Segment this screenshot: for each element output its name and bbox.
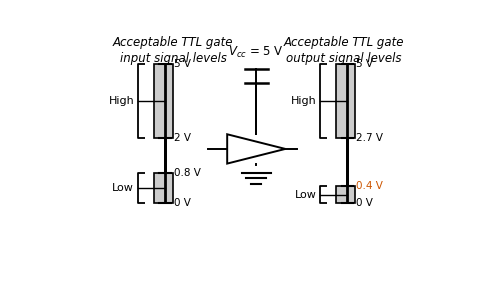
Text: 5 V: 5 V bbox=[356, 59, 373, 69]
Text: High: High bbox=[108, 96, 134, 106]
Text: Acceptable TTL gate
output signal levels: Acceptable TTL gate output signal levels bbox=[284, 36, 404, 65]
Text: $V_{cc}$ = 5 V: $V_{cc}$ = 5 V bbox=[228, 45, 284, 60]
Bar bbox=[154, 64, 173, 138]
Text: 2.7 V: 2.7 V bbox=[356, 133, 383, 143]
Text: 0 V: 0 V bbox=[356, 198, 372, 208]
Text: Low: Low bbox=[112, 183, 134, 193]
Text: 0 V: 0 V bbox=[174, 198, 190, 208]
Text: Low: Low bbox=[294, 190, 316, 200]
Text: 2 V: 2 V bbox=[174, 133, 190, 143]
Bar bbox=[154, 173, 173, 203]
Text: High: High bbox=[290, 96, 316, 106]
Text: 5 V: 5 V bbox=[174, 59, 190, 69]
Bar bbox=[336, 186, 355, 203]
Text: Acceptable TTL gate
input signal levels: Acceptable TTL gate input signal levels bbox=[113, 36, 234, 65]
Bar bbox=[336, 64, 355, 138]
Text: 0.4 V: 0.4 V bbox=[356, 181, 382, 191]
Text: 0.8 V: 0.8 V bbox=[174, 168, 201, 178]
